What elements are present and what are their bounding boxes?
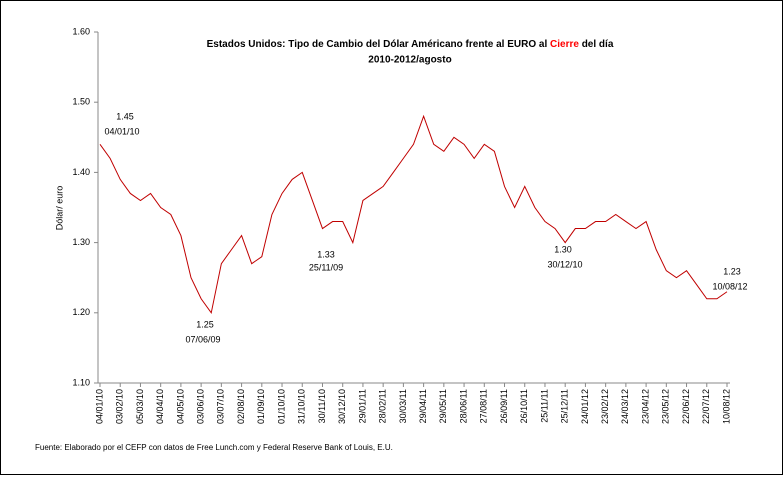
annotation-value: 1.45 — [116, 111, 134, 121]
x-tick-label: 28/06/11 — [458, 389, 468, 423]
annotation-date: 10/08/12 — [712, 281, 747, 291]
x-tick-label: 26/10/11 — [519, 389, 529, 423]
annotation-date: 30/12/10 — [547, 259, 582, 269]
x-tick-label: 29/04/11 — [418, 389, 428, 423]
chart-title: Estados Unidos: Tipo de Cambio del Dólar… — [207, 39, 614, 50]
x-tick-label: 03/07/10 — [216, 389, 226, 424]
x-tick-label: 27/08/11 — [479, 389, 489, 423]
x-tick-label: 10/08/12 — [721, 389, 731, 424]
annotation-date: 04/01/10 — [104, 126, 139, 136]
x-tick-label: 24/03/12 — [620, 389, 630, 424]
x-tick-label: 05/03/10 — [135, 389, 145, 424]
y-tick-label: 1.30 — [72, 237, 90, 247]
line-series — [99, 114, 728, 315]
x-tick-label: 25/12/11 — [560, 389, 570, 423]
x-tick-label: 01/10/10 — [276, 389, 286, 424]
x-tick-label: 22/07/12 — [701, 389, 711, 424]
y-tick-label: 1.60 — [72, 26, 90, 36]
title-segment: Cierre — [550, 39, 579, 50]
x-tick-label: 28/02/11 — [378, 389, 388, 423]
title-segment: del día — [579, 39, 614, 50]
x-tick-label: 22/06/12 — [681, 389, 691, 424]
x-tick-label: 30/11/10 — [317, 389, 327, 423]
y-tick-label: 1.20 — [72, 307, 90, 317]
x-tick-label: 04/04/10 — [155, 389, 165, 424]
x-tick-label: 01/09/10 — [256, 389, 266, 424]
annotation-value: 1.30 — [554, 244, 572, 254]
x-tick-label: 29/05/11 — [438, 389, 448, 423]
x-tick-label: 30/12/10 — [337, 389, 347, 424]
chart-subtitle: 2010-2012/agosto — [368, 55, 451, 66]
y-axis-label: Dólar/ euro — [54, 186, 64, 231]
x-tick-label: 31/10/10 — [297, 389, 307, 424]
x-tick-label: 23/04/12 — [640, 389, 650, 424]
annotation-date: 07/06/09 — [185, 334, 220, 344]
source-note: Fuente: Elaborado por el CEFP con datos … — [35, 443, 393, 452]
annotation-value: 1.25 — [196, 319, 214, 329]
x-tick-label: 26/09/11 — [499, 389, 509, 423]
y-tick-label: 1.10 — [72, 377, 90, 387]
y-tick-label: 1.40 — [72, 167, 90, 177]
annotation-value: 1.23 — [723, 266, 741, 276]
x-tick-label: 29/01/11 — [357, 389, 367, 423]
x-tick-label: 25/11/11 — [539, 389, 549, 423]
x-tick-label: 03/02/10 — [115, 389, 125, 424]
x-tick-label: 04/05/10 — [175, 389, 185, 424]
x-tick-label: 02/08/10 — [236, 389, 246, 424]
x-tick-label: 24/01/12 — [580, 389, 590, 424]
annotation-value: 1.33 — [317, 249, 335, 259]
x-tick-label: 23/02/12 — [600, 389, 610, 424]
x-tick-label: 03/06/10 — [196, 389, 206, 424]
title-segment: Estados Unidos: Tipo de Cambio del Dólar… — [207, 39, 550, 50]
y-tick-label: 1.50 — [72, 97, 90, 107]
annotation-date: 25/11/09 — [309, 262, 343, 272]
x-tick-label: 23/05/12 — [661, 389, 671, 424]
x-tick-label: 04/01/10 — [94, 389, 104, 424]
x-tick-label: 30/03/11 — [398, 389, 408, 423]
